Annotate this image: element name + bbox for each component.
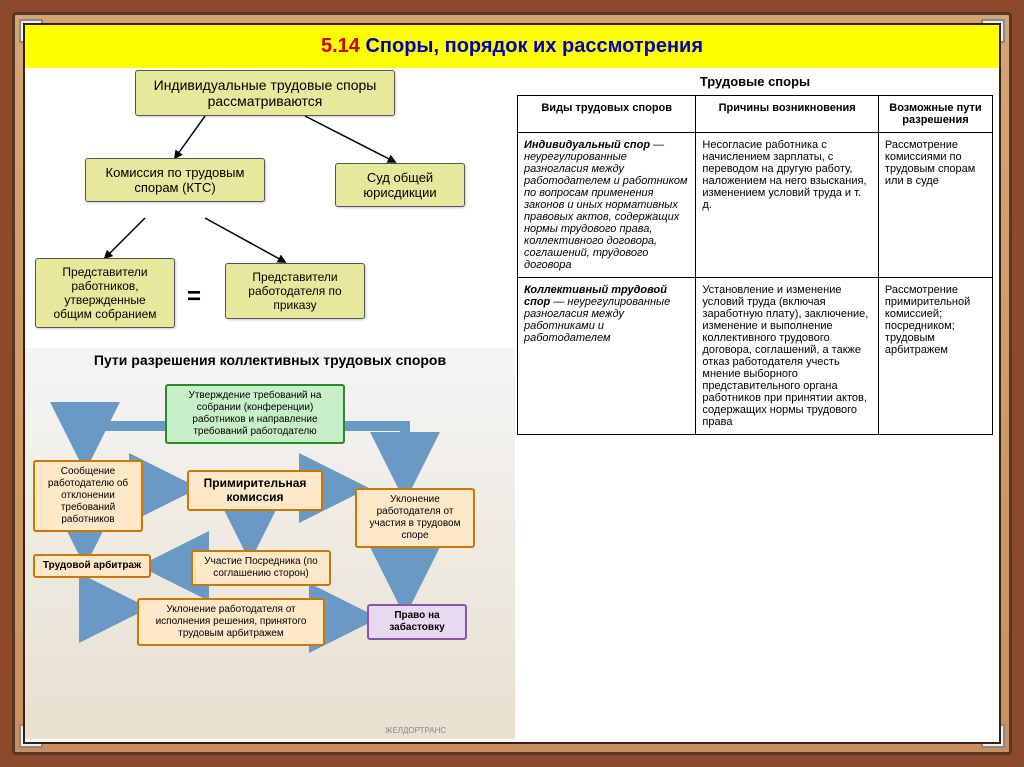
box-root: Индивидуальные трудовые споры рассматрив…: [135, 70, 395, 116]
table-row: Коллективный трудовой спор — неурегулиро…: [518, 278, 993, 435]
node-approve-demands: Утверждение требований на собрании (конф…: [165, 384, 345, 444]
th-causes: Причины возникновения: [696, 96, 879, 133]
diagram-collective-disputes: Пути разрешения коллективных трудовых сп…: [25, 348, 515, 739]
node-reject-message: Сообщение работодателю об отклонении тре…: [33, 460, 143, 532]
title-text: Споры, порядок их рассмотрения: [365, 35, 703, 57]
node-employer-evasion-dispute: Уклонение работодателя от участия в труд…: [355, 488, 475, 548]
table-row: Индивидуальный спор — неурегулированные …: [518, 133, 993, 278]
cell-definition: Индивидуальный спор — неурегулированные …: [518, 133, 696, 278]
cell-resolve: Рассмотрение примирительной комиссией; п…: [878, 278, 992, 435]
cell-cause: Несогласие работника с начислением зарпл…: [696, 133, 879, 278]
cell-resolve: Рассмотрение комиссиями по трудовым спор…: [878, 133, 992, 278]
node-conciliation: Примирительная комиссия: [187, 470, 323, 511]
box-worker-reps: Представители работников, утвержденные о…: [35, 258, 175, 328]
table-title: Трудовые споры: [517, 72, 993, 95]
disputes-table: Виды трудовых споров Причины возникновен…: [517, 95, 993, 435]
equals-sign: =: [187, 283, 201, 311]
left-column: Индивидуальные трудовые споры рассматрив…: [25, 68, 515, 739]
diagram2-title: Пути разрешения коллективных трудовых сп…: [33, 350, 507, 372]
cell-definition: Коллективный трудовой спор — неурегулиро…: [518, 278, 696, 435]
title-number: 5.14: [321, 35, 365, 57]
brand-label: ЖЕЛДОРТРАНС: [385, 726, 446, 735]
diagram-individual-disputes: Индивидуальные трудовые споры рассматрив…: [25, 68, 515, 348]
slide-content: 5.14 Споры, порядок их рассмотрения: [23, 23, 1001, 744]
slide-title: 5.14 Споры, порядок их рассмотрения: [25, 25, 999, 68]
right-column: Трудовые споры Виды трудовых споров Прич…: [515, 68, 999, 739]
node-mediator: Участие Посредника (по соглашению сторон…: [191, 550, 331, 586]
outer-frame: 5.14 Споры, порядок их рассмотрения: [12, 12, 1012, 755]
node-strike-right: Право на забастовку: [367, 604, 467, 640]
box-kts: Комиссия по трудовым спорам (КТС): [85, 158, 265, 202]
box-court: Суд общей юрисдикции: [335, 163, 465, 207]
node-employer-evasion-decision: Уклонение работодателя от исполнения реш…: [137, 598, 325, 646]
cell-cause: Установление и изменение условий труда (…: [696, 278, 879, 435]
node-labor-arbitration: Трудовой арбитраж: [33, 554, 151, 578]
th-types: Виды трудовых споров: [518, 96, 696, 133]
box-employer-reps: Представители работодателя по приказу: [225, 263, 365, 319]
th-resolution: Возможные пути разрешения: [878, 96, 992, 133]
content-area: Индивидуальные трудовые споры рассматрив…: [25, 68, 999, 739]
